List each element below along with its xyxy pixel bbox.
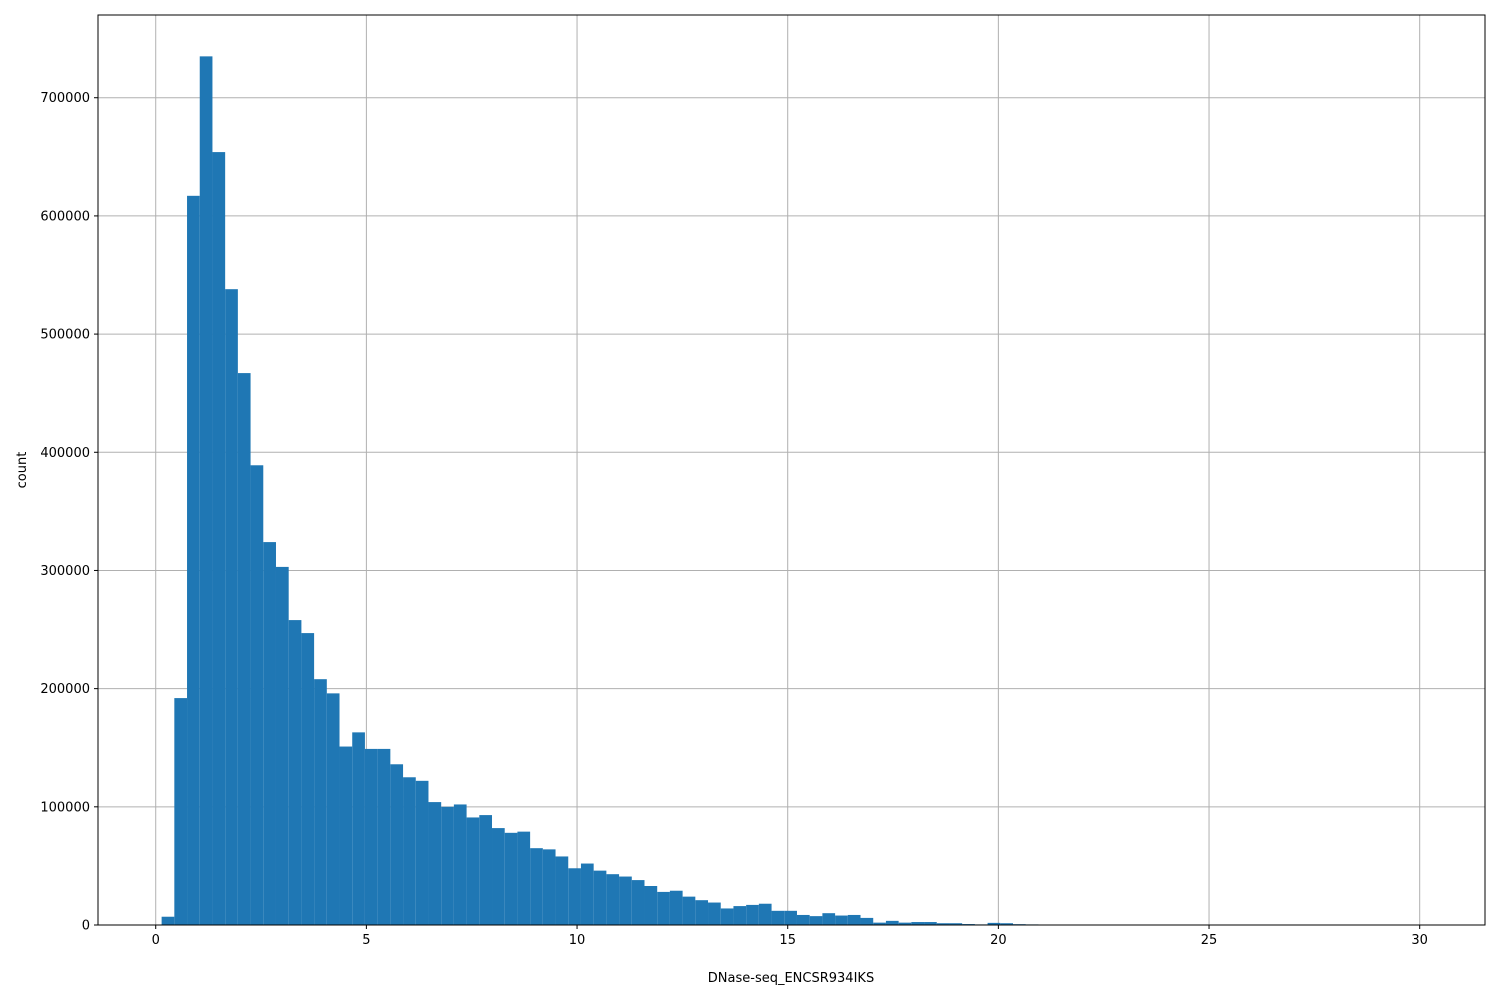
- y-tick-label: 300000: [40, 564, 90, 579]
- x-tick-label: 0: [152, 933, 160, 948]
- histogram-bar: [644, 886, 657, 925]
- y-axis-ticks: 0 100000 200000 300000 400000 500000 600000 700…: [40, 91, 98, 933]
- histogram-bar: [543, 849, 556, 925]
- histogram-bar: [238, 373, 251, 925]
- histogram-bar: [479, 815, 492, 925]
- x-axis-ticks: 0 5 10 15 20 25 30: [152, 925, 1428, 948]
- histogram-bar: [568, 868, 581, 925]
- histogram-bar: [505, 833, 518, 925]
- histogram-bar: [619, 877, 632, 925]
- y-tick-label: 400000: [40, 446, 90, 461]
- histogram-bar: [721, 908, 734, 925]
- histogram-bar: [784, 911, 797, 925]
- histogram-bar: [289, 620, 302, 925]
- x-tick-label: 30: [1411, 933, 1428, 948]
- histogram-bar: [187, 196, 200, 925]
- x-tick-label: 10: [569, 933, 586, 948]
- histogram-bar: [517, 832, 530, 925]
- histogram-bar: [301, 633, 314, 925]
- histogram-bar: [327, 693, 340, 925]
- histogram-bar: [530, 848, 543, 925]
- histogram-bar: [606, 874, 619, 925]
- histogram-bar: [378, 749, 391, 925]
- y-tick-label: 500000: [40, 328, 90, 343]
- histogram-bar: [467, 817, 480, 925]
- histogram-bar: [581, 864, 594, 925]
- histogram-bar: [416, 781, 429, 925]
- histogram-bar: [670, 891, 683, 925]
- histogram-bar: [352, 732, 365, 925]
- histogram-bar: [835, 916, 848, 925]
- histogram-bar: [695, 900, 708, 925]
- histogram-bar: [492, 828, 505, 925]
- histogram-bar: [822, 913, 835, 925]
- histogram-bar: [772, 911, 785, 925]
- histogram-bar: [174, 698, 187, 925]
- x-tick-label: 5: [362, 933, 370, 948]
- y-tick-label: 0: [82, 919, 90, 934]
- histogram-bar: [441, 807, 454, 925]
- histogram-bar: [263, 542, 276, 925]
- histogram-bar: [632, 880, 645, 925]
- histogram-bar: [340, 747, 353, 925]
- histogram-bar: [225, 289, 238, 925]
- histogram-bar: [454, 804, 467, 925]
- histogram-bar: [314, 679, 327, 925]
- histogram-bar: [797, 915, 810, 925]
- histogram-bar: [683, 897, 696, 925]
- histogram-bar: [657, 892, 670, 925]
- histogram-bar: [886, 921, 899, 925]
- histogram-bar: [276, 567, 289, 925]
- histogram-bar: [390, 764, 403, 925]
- histogram-bar: [594, 871, 607, 925]
- histogram-bar: [746, 905, 759, 925]
- histogram-bar: [556, 856, 569, 925]
- x-axis-label: DNase-seq_ENCSR934IKS: [708, 971, 874, 986]
- bars: [162, 56, 1433, 925]
- y-axis-label: count: [15, 452, 30, 489]
- y-tick-label: 200000: [40, 682, 90, 697]
- histogram-bar: [708, 903, 721, 925]
- histogram-bar: [428, 802, 441, 925]
- x-tick-label: 25: [1201, 933, 1218, 948]
- histogram-bar: [365, 749, 378, 925]
- histogram-bar: [162, 917, 175, 925]
- histogram-bar: [810, 916, 823, 925]
- histogram-bar: [759, 904, 772, 925]
- y-tick-label: 600000: [40, 209, 90, 224]
- y-tick-label: 100000: [40, 800, 90, 815]
- x-tick-label: 20: [990, 933, 1007, 948]
- y-tick-label: 700000: [40, 91, 90, 106]
- histogram-bar: [251, 465, 264, 925]
- histogram-bar: [848, 915, 861, 925]
- histogram-bar: [212, 152, 225, 925]
- histogram-bar: [403, 777, 416, 925]
- histogram-bar: [861, 918, 874, 925]
- x-tick-label: 15: [779, 933, 796, 948]
- histogram-bar: [200, 56, 213, 925]
- histogram-bar: [733, 906, 746, 925]
